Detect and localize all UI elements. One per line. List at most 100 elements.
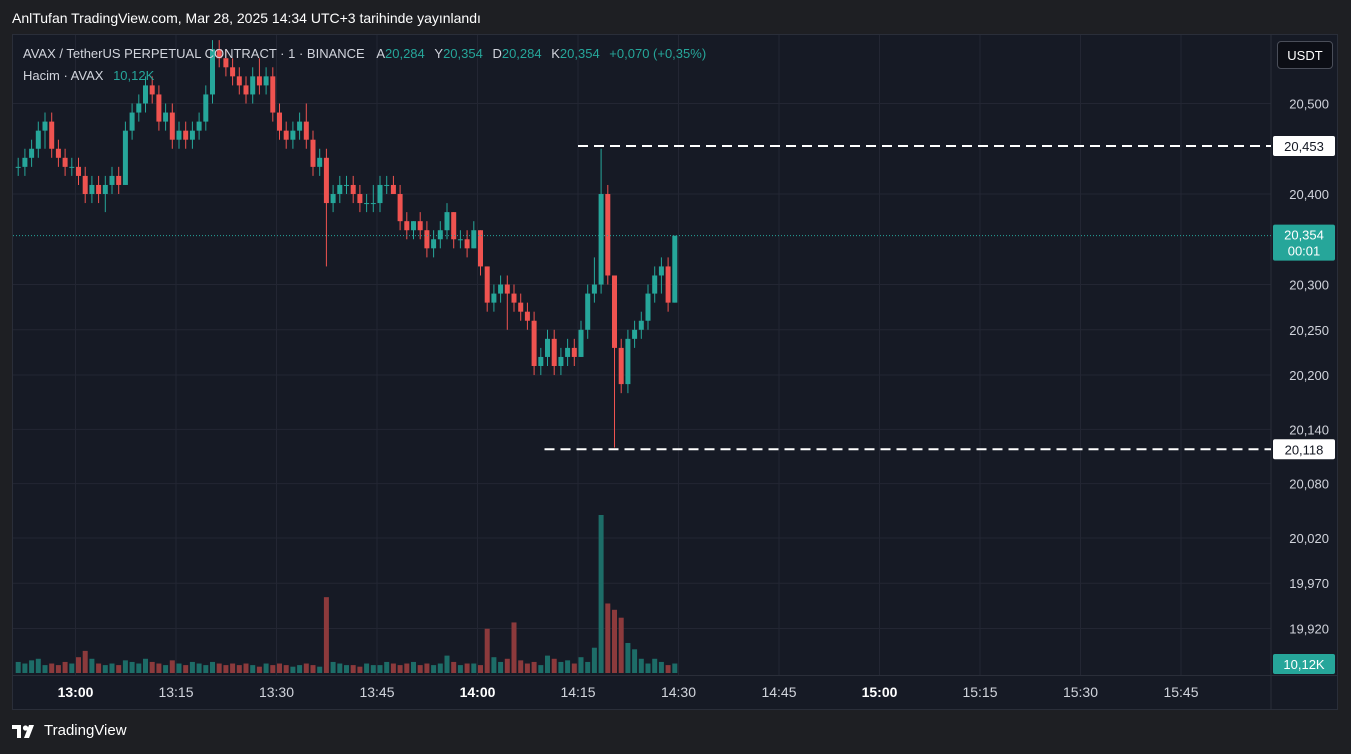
candle-body[interactable] — [42, 121, 48, 131]
tradingview-logo[interactable]: TradingView — [12, 722, 127, 739]
candle-body[interactable] — [364, 203, 370, 205]
candle-body[interactable] — [337, 184, 343, 195]
candle-body[interactable] — [250, 76, 256, 95]
candle-body[interactable] — [270, 76, 276, 113]
candle-body[interactable] — [183, 130, 189, 140]
candle-body[interactable] — [665, 266, 671, 303]
volume-title[interactable]: Hacim · AVAX — [23, 68, 104, 83]
candle-body[interactable] — [350, 184, 356, 195]
candle-body[interactable] — [55, 148, 61, 158]
candle-body[interactable] — [524, 311, 530, 321]
candle-body[interactable] — [478, 230, 483, 267]
candle-body[interactable] — [571, 347, 577, 357]
candle-body[interactable] — [297, 121, 303, 131]
candle-body[interactable] — [638, 320, 644, 330]
candle-body[interactable] — [491, 293, 497, 303]
candle-body[interactable] — [384, 184, 390, 186]
candle-body[interactable] — [256, 76, 262, 86]
currency-button[interactable]: USDT — [1277, 41, 1333, 69]
candle-body[interactable] — [531, 320, 537, 366]
candle-body[interactable] — [163, 112, 169, 122]
candle-body[interactable] — [585, 293, 591, 330]
candle-body[interactable] — [397, 194, 403, 222]
candle-body[interactable] — [203, 94, 209, 122]
candle-body[interactable] — [625, 338, 631, 385]
candle-body[interactable] — [277, 112, 282, 131]
candle-body[interactable] — [618, 347, 624, 385]
candle-body[interactable] — [632, 329, 638, 339]
candle-body[interactable] — [69, 166, 75, 168]
candle-body[interactable] — [76, 166, 81, 176]
candle-body[interactable] — [591, 284, 597, 294]
candle-body[interactable] — [310, 139, 316, 167]
candle-body[interactable] — [344, 184, 349, 186]
candle-body[interactable] — [558, 356, 564, 366]
candle-body[interactable] — [612, 275, 617, 348]
candle-body[interactable] — [49, 121, 55, 149]
candle-body[interactable] — [518, 302, 524, 312]
candle-body[interactable] — [645, 293, 651, 321]
candle-body[interactable] — [29, 148, 35, 158]
chart-panel[interactable]: 20,453 20,118 20,354 00:01 20,500 20,400 20,30… — [12, 34, 1338, 710]
candle-body[interactable] — [565, 347, 571, 357]
candle-body[interactable] — [35, 130, 41, 149]
candle-body[interactable] — [96, 184, 102, 195]
candle-body[interactable] — [196, 121, 202, 131]
candle-body[interactable] — [551, 338, 557, 366]
candle-body[interactable] — [210, 49, 215, 95]
candle-body[interactable] — [431, 239, 437, 249]
candle-body[interactable] — [122, 130, 128, 185]
candle-body[interactable] — [672, 235, 678, 303]
candle-body[interactable] — [82, 175, 88, 195]
candle-body[interactable] — [390, 184, 396, 195]
candle-body[interactable] — [230, 67, 236, 77]
candle-body[interactable] — [283, 130, 289, 140]
candle-body[interactable] — [598, 194, 604, 285]
candle-body[interactable] — [236, 76, 242, 86]
candle-body[interactable] — [504, 284, 510, 294]
candle-body[interactable] — [15, 166, 21, 168]
candlestick-chart[interactable]: 20,45320,11820,35400:0120,50020,40020,30… — [13, 35, 1337, 709]
candle-body[interactable] — [330, 194, 336, 204]
candle-body[interactable] — [129, 112, 135, 131]
symbol-title[interactable]: AVAX / TetherUS PERPETUAL CONTRACT · 1 ·… — [23, 46, 365, 61]
candle-body[interactable] — [62, 157, 68, 167]
candle-body[interactable] — [444, 212, 450, 231]
candle-body[interactable] — [437, 230, 443, 240]
candle-body[interactable] — [652, 275, 658, 294]
candle-body[interactable] — [169, 112, 175, 140]
candle-body[interactable] — [22, 157, 28, 167]
candle-body[interactable] — [102, 184, 108, 195]
candle-body[interactable] — [116, 175, 122, 185]
candle-body[interactable] — [538, 356, 544, 366]
candle-body[interactable] — [317, 157, 323, 167]
candle-body[interactable] — [370, 203, 376, 205]
candle-body[interactable] — [136, 103, 142, 113]
candle-body[interactable] — [290, 130, 296, 140]
candle-body[interactable] — [605, 194, 611, 276]
candle-body[interactable] — [263, 76, 269, 86]
candle-body[interactable] — [149, 85, 155, 95]
candle-body[interactable] — [498, 284, 504, 294]
candle-body[interactable] — [176, 130, 182, 140]
candle-body[interactable] — [323, 157, 329, 204]
candle-body[interactable] — [223, 58, 229, 68]
candle-body[interactable] — [411, 221, 416, 231]
candle-body[interactable] — [243, 85, 249, 95]
candle-body[interactable] — [457, 239, 463, 241]
candle-body[interactable] — [417, 221, 423, 231]
candle-body[interactable] — [545, 338, 550, 357]
candle-body[interactable] — [404, 221, 410, 231]
candle-body[interactable] — [189, 130, 195, 140]
candle-body[interactable] — [484, 266, 490, 303]
candle-body[interactable] — [109, 175, 115, 185]
candle-body[interactable] — [143, 85, 148, 104]
candle-body[interactable] — [424, 230, 430, 249]
candle-body[interactable] — [578, 329, 584, 357]
candle-body[interactable] — [464, 239, 470, 249]
candle-body[interactable] — [511, 293, 517, 303]
candle-body[interactable] — [377, 184, 383, 204]
candle-body[interactable] — [471, 230, 477, 249]
candle-body[interactable] — [89, 184, 95, 195]
candle-body[interactable] — [303, 121, 309, 140]
